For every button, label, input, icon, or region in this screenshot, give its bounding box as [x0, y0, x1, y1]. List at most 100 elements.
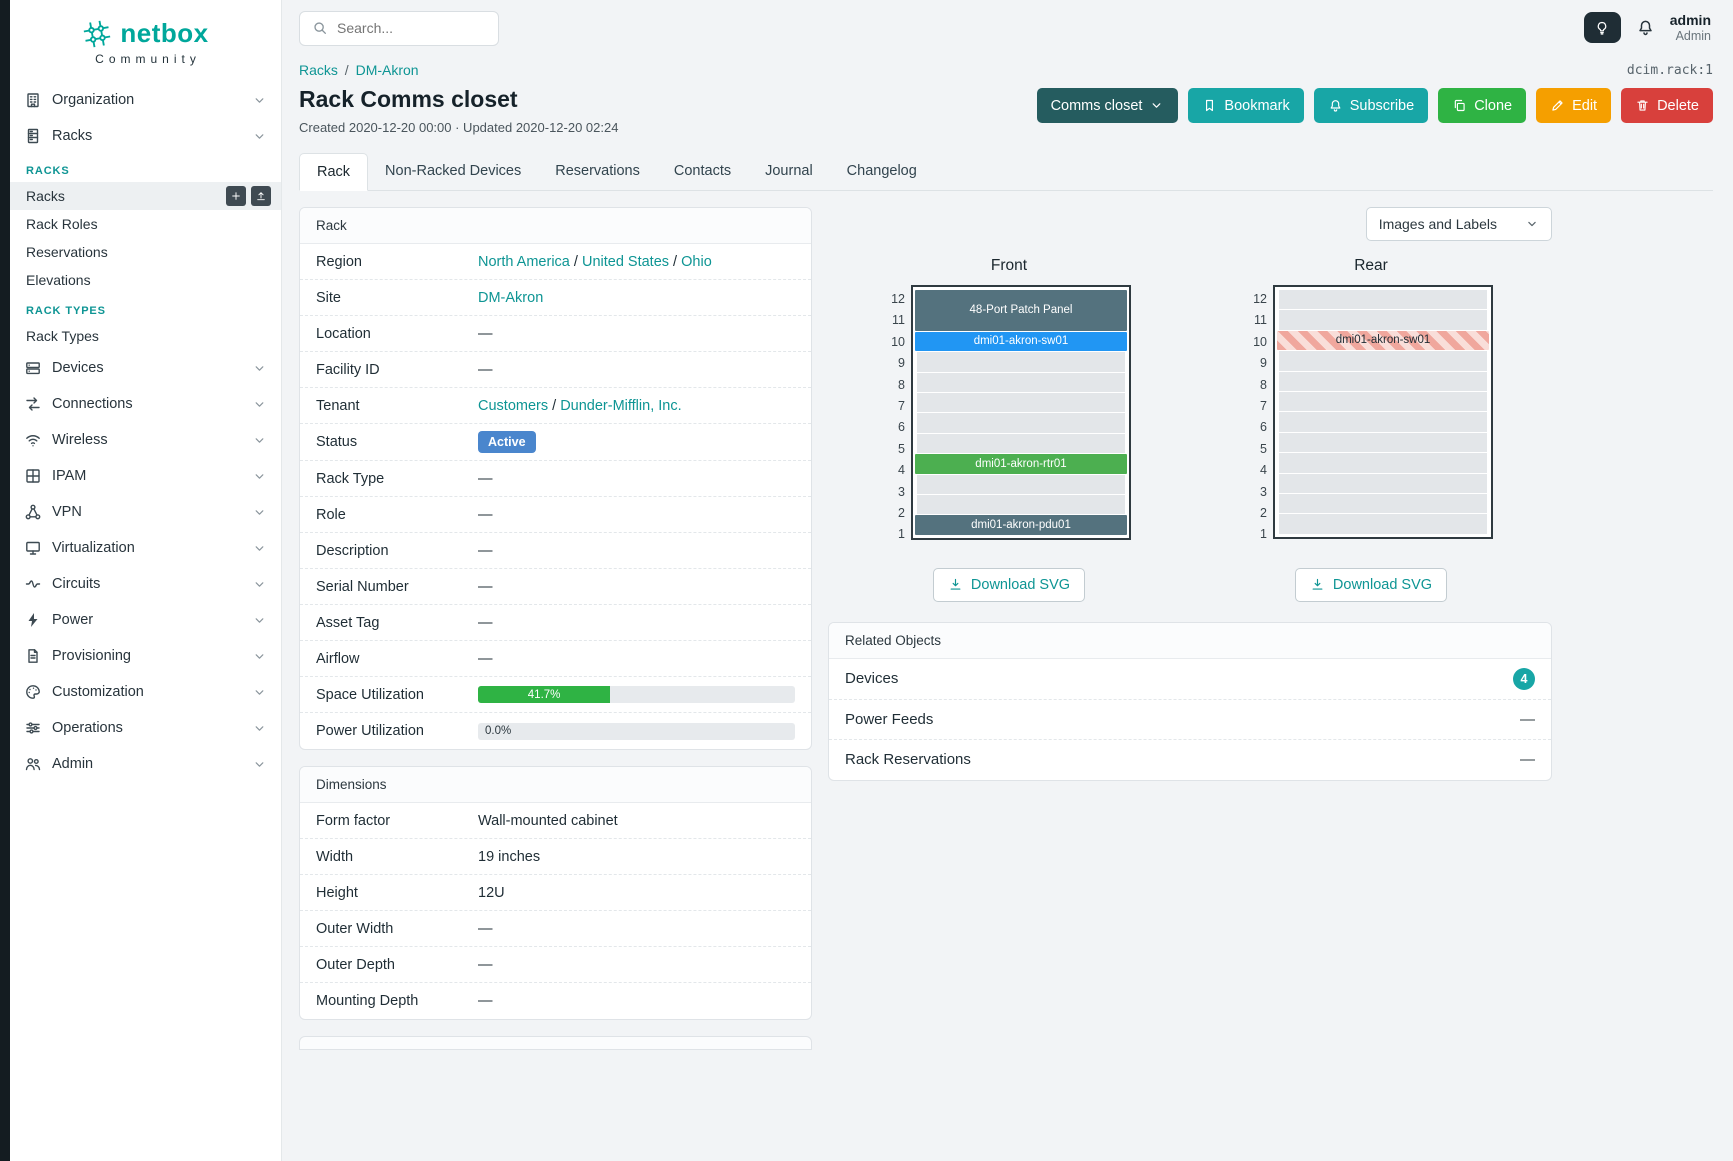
sidebar-item-racks[interactable]: Racks: [10, 118, 281, 154]
sidebar-item-organization[interactable]: Organization: [10, 82, 281, 118]
rack-card-title: Rack: [300, 208, 811, 244]
attr-row-outer-depth: Outer Depth —: [300, 947, 811, 983]
empty-rack-slot[interactable]: [1279, 514, 1487, 534]
rack-device-dmi01-akron-rtr01[interactable]: dmi01-akron-rtr01: [915, 454, 1127, 474]
empty-rack-slot[interactable]: [1279, 290, 1487, 310]
related-objects-title: Related Objects: [829, 622, 1551, 659]
sidebar-item-admin[interactable]: Admin: [10, 746, 281, 782]
tab-journal[interactable]: Journal: [765, 163, 813, 179]
sidebar-submenu: RACKS Racks Rack Roles Reservations: [10, 154, 281, 294]
add-button[interactable]: [226, 186, 246, 206]
rack-card: Rack Region North America / United State…: [299, 207, 812, 750]
tab-rack[interactable]: Rack: [299, 153, 369, 191]
bookmark-button[interactable]: Bookmark: [1188, 88, 1304, 123]
sidebar-item-power[interactable]: Power: [10, 602, 281, 638]
rack-device-dmi01-akron-sw01[interactable]: dmi01-akron-sw01: [915, 331, 1127, 352]
view-selector-dropdown[interactable]: Images and Labels: [1365, 207, 1552, 241]
pencil-icon: [1552, 100, 1563, 111]
empty-rack-slot[interactable]: [917, 372, 1125, 392]
unit-number: 11: [892, 313, 905, 328]
chevron-down-icon: [255, 581, 264, 587]
value-link-dunder-mifflin-inc[interactable]: Dunder-Mifflin, Inc.: [560, 397, 682, 414]
sidebar-item-racks[interactable]: Racks: [10, 182, 281, 210]
search-input[interactable]: [337, 20, 486, 36]
value-link-ohio[interactable]: Ohio: [681, 253, 712, 270]
empty-rack-slot[interactable]: [1279, 412, 1487, 432]
empty-rack-slot[interactable]: [1279, 351, 1487, 371]
download-svg-button[interactable]: Download SVG: [1294, 567, 1448, 602]
edit-button[interactable]: Edit: [1536, 88, 1612, 123]
admin-icon: [25, 758, 41, 771]
sidebar-item-rack-types[interactable]: Rack Types: [26, 328, 99, 344]
status-badge: Active: [478, 431, 536, 453]
clone-button[interactable]: Clone: [1438, 88, 1527, 123]
value-link-customers[interactable]: Customers: [478, 397, 549, 414]
sidebar-item-virtualization[interactable]: Virtualization: [10, 530, 281, 566]
theme-toggle-button[interactable]: [1583, 12, 1621, 44]
empty-rack-slot[interactable]: [1279, 310, 1487, 330]
sidebar-item-provisioning[interactable]: Provisioning: [10, 638, 281, 674]
bookmark-icon: [1206, 99, 1214, 112]
user-menu[interactable]: admin Admin: [1670, 12, 1711, 44]
sidebar-item-rack-roles[interactable]: Rack Roles: [26, 216, 98, 232]
unit-number: 2: [1260, 505, 1267, 520]
comms-closet-button[interactable]: Comms closet: [1036, 88, 1179, 123]
sidebar-item-elevations[interactable]: Elevations: [26, 272, 91, 288]
sidebar-item-operations[interactable]: Operations: [10, 710, 281, 746]
subscribe-button[interactable]: Subscribe: [1313, 88, 1429, 123]
value-link-united-states[interactable]: United States: [581, 253, 670, 270]
related-objects-list: Devices 4 Power Feeds — Rack Reservation…: [829, 659, 1551, 780]
search-box[interactable]: [299, 10, 499, 46]
sidebar-item-reservations[interactable]: Reservations: [26, 244, 108, 260]
rack-device-dmi01-akron-pdu01[interactable]: dmi01-akron-pdu01: [915, 515, 1127, 535]
empty-rack-slot[interactable]: [1279, 493, 1487, 514]
empty-rack-slot[interactable]: [917, 392, 1125, 413]
empty-rack-slot[interactable]: [1279, 432, 1487, 453]
sidebar-item-ipam[interactable]: IPAM: [10, 458, 281, 494]
import-button[interactable]: [251, 186, 271, 206]
empty-rack-slot[interactable]: [917, 413, 1125, 433]
attr-row-space-utilization: Space Utilization 41.7%: [300, 677, 811, 713]
empty-rack-slot[interactable]: [917, 494, 1125, 515]
value-link-north-america[interactable]: North America: [478, 253, 570, 270]
brand[interactable]: netbox Community: [10, 12, 281, 82]
download-svg-button[interactable]: Download SVG: [932, 567, 1086, 602]
empty-rack-slot[interactable]: [1279, 371, 1487, 391]
empty-rack-slot[interactable]: [1279, 391, 1487, 412]
rear-elevation: Rear 12 11 10 9 8 7 6 5 4 3 2 1 dmi01-akron-sw01 Do…: [1249, 257, 1493, 602]
related-row-rack-reservations[interactable]: Rack Reservations —: [845, 751, 1535, 769]
dimensions-card: Dimensions Form factor Wall-mounted cabi…: [299, 766, 812, 1020]
notifications-button[interactable]: [1636, 18, 1655, 37]
sidebar-item-devices[interactable]: Devices: [10, 350, 281, 386]
tab-changelog[interactable]: Changelog: [846, 163, 917, 179]
sidebar-item-vpn[interactable]: VPN: [10, 494, 281, 530]
unit-number: 4: [1260, 463, 1267, 478]
related-row-devices[interactable]: Devices 4: [829, 659, 1551, 700]
plus-icon: [232, 192, 240, 200]
sidebar-item-connections[interactable]: Connections: [10, 386, 281, 422]
sidebar-item-wireless[interactable]: Wireless: [10, 422, 281, 458]
unit-number: 12: [891, 292, 905, 306]
delete-button[interactable]: Delete: [1621, 88, 1713, 123]
breadcrumb-link-dm-akron[interactable]: DM-Akron: [355, 62, 419, 78]
empty-rack-slot[interactable]: [917, 433, 1125, 454]
tab-non-racked-devices[interactable]: Non-Racked Devices: [385, 163, 522, 179]
value-link-dm-akron[interactable]: DM-Akron: [478, 289, 544, 306]
empty-rack-slot[interactable]: [1279, 473, 1487, 493]
attr-row-airflow: Airflow —: [300, 641, 811, 677]
related-row-power-feeds[interactable]: Power Feeds —: [829, 700, 1551, 740]
tab-reservations[interactable]: Reservations: [555, 163, 640, 179]
unit-number: 9: [898, 356, 905, 371]
empty-rack-slot[interactable]: [917, 352, 1125, 372]
empty-rack-slot[interactable]: [1279, 453, 1487, 473]
rack-device-dmi01-akron-sw01[interactable]: dmi01-akron-sw01: [1277, 330, 1489, 351]
tab-contacts[interactable]: Contacts: [673, 163, 732, 179]
unit-number: 8: [898, 377, 905, 392]
sidebar-item-customization[interactable]: Customization: [10, 674, 281, 710]
sidebar-item-circuits[interactable]: Circuits: [10, 566, 281, 602]
empty-rack-slot[interactable]: [917, 474, 1125, 494]
breadcrumb-link-racks[interactable]: Racks: [299, 62, 338, 78]
unit-number: 2: [898, 505, 905, 520]
rack-device-48-port-patch-panel[interactable]: 48-Port Patch Panel: [915, 290, 1127, 331]
